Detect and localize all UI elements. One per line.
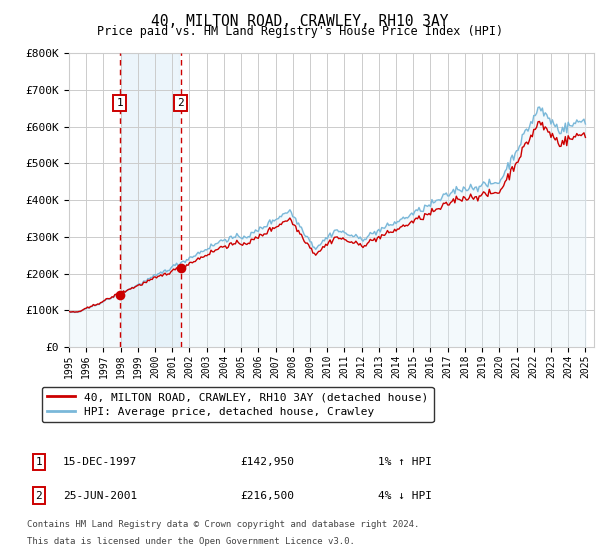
Text: 4% ↓ HPI: 4% ↓ HPI — [378, 491, 432, 501]
Text: £216,500: £216,500 — [240, 491, 294, 501]
Text: 40, MILTON ROAD, CRAWLEY, RH10 3AY: 40, MILTON ROAD, CRAWLEY, RH10 3AY — [151, 14, 449, 29]
Text: 1: 1 — [35, 457, 43, 467]
Text: 2: 2 — [178, 98, 184, 108]
Text: 1% ↑ HPI: 1% ↑ HPI — [378, 457, 432, 467]
Text: 15-DEC-1997: 15-DEC-1997 — [63, 457, 137, 467]
Text: 2: 2 — [35, 491, 43, 501]
Legend: 40, MILTON ROAD, CRAWLEY, RH10 3AY (detached house), HPI: Average price, detache: 40, MILTON ROAD, CRAWLEY, RH10 3AY (deta… — [41, 387, 434, 422]
Text: 1: 1 — [116, 98, 123, 108]
Text: Price paid vs. HM Land Registry's House Price Index (HPI): Price paid vs. HM Land Registry's House … — [97, 25, 503, 38]
Text: Contains HM Land Registry data © Crown copyright and database right 2024.: Contains HM Land Registry data © Crown c… — [27, 520, 419, 529]
Text: £142,950: £142,950 — [240, 457, 294, 467]
Text: This data is licensed under the Open Government Licence v3.0.: This data is licensed under the Open Gov… — [27, 537, 355, 546]
Text: 25-JUN-2001: 25-JUN-2001 — [63, 491, 137, 501]
